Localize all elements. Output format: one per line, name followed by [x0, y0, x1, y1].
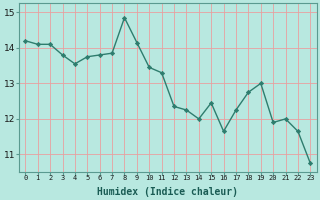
- X-axis label: Humidex (Indice chaleur): Humidex (Indice chaleur): [97, 186, 238, 197]
